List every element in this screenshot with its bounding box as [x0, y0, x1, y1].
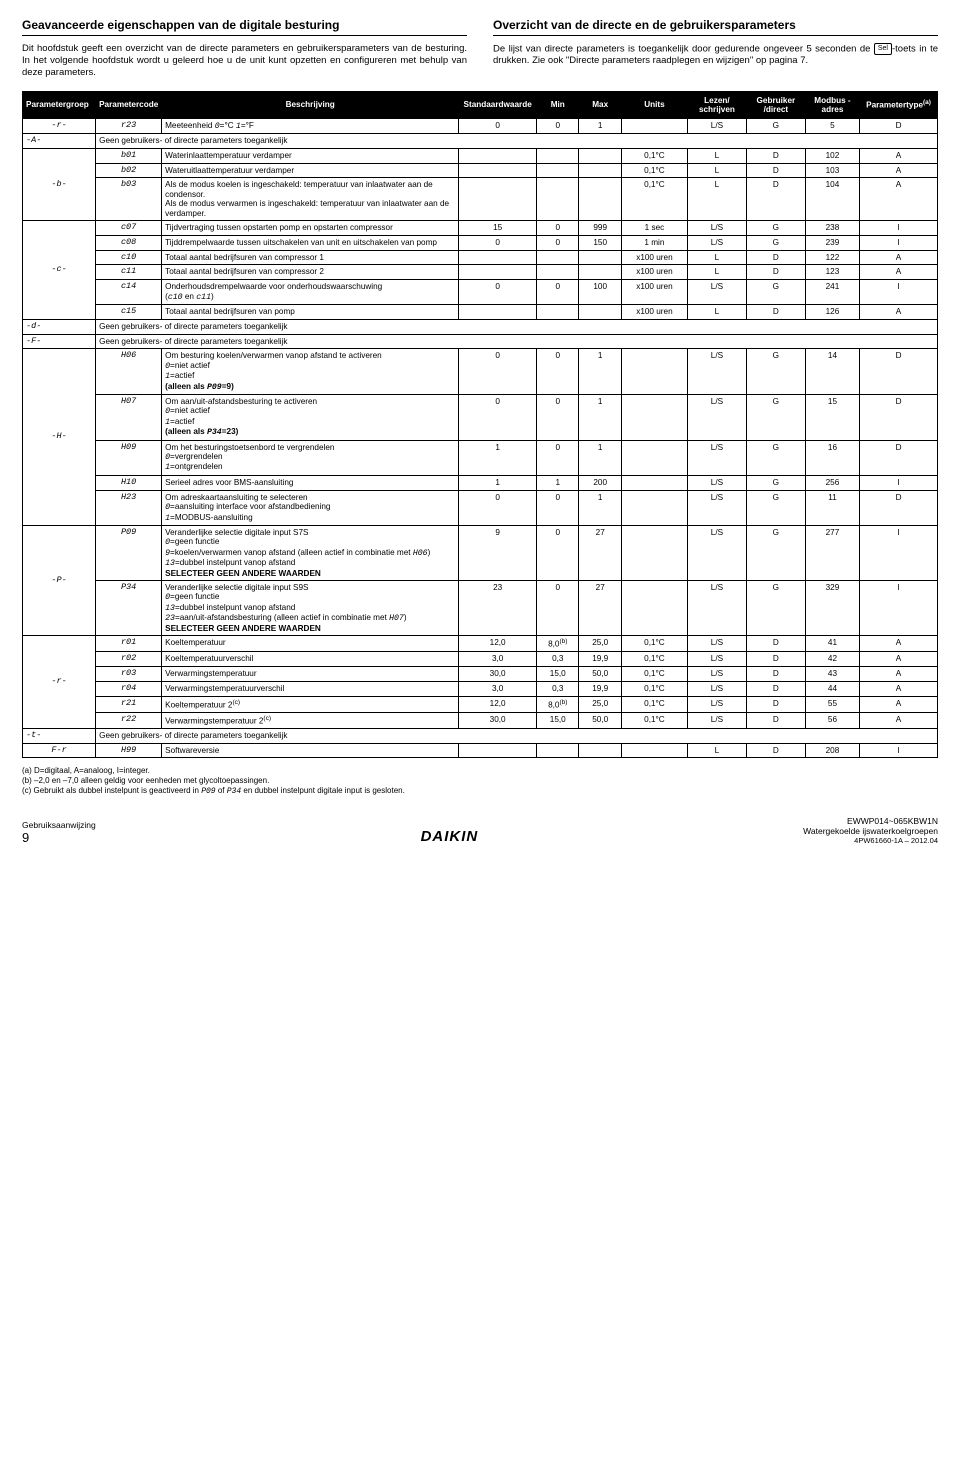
table-row: c14 Onderhoudsdrempelwaarde voor onderho… [23, 280, 938, 305]
table-row: r03 Verwarmingstemperatuur 30,015,050,00… [23, 667, 938, 682]
footnotes: (a) D=digitaal, A=analoog, I=integer. (b… [22, 766, 938, 796]
table-row: H07 Om aan/uit-afstandsbesturing te acti… [23, 394, 938, 440]
table-row: -c- c07 Tijdvertraging tussen opstarten … [23, 221, 938, 236]
intro-right-post: . [806, 55, 809, 66]
th-parametertype: Parametertype(a) [860, 91, 938, 118]
footer-right: EWWP014~065KBW1N Watergekoelde ijswaterk… [803, 816, 938, 845]
footer-model: EWWP014~065KBW1N [803, 816, 938, 826]
intro-columns: Geavanceerde eigenschappen van de digita… [22, 18, 938, 79]
footer-page-number: 9 [22, 830, 96, 845]
intro-left-text: Dit hoofdstuk geeft een overzicht van de… [22, 43, 467, 79]
th-min: Min [537, 91, 579, 118]
table-row: -A- Geen gebruikers- of directe paramete… [23, 134, 938, 149]
table-row: r04 Verwarmingstemperatuurverschil 3,00,… [23, 681, 938, 696]
th-gebruiker-direct: Gebruiker /direct [746, 91, 805, 118]
th-standaardwaarde: Standaardwaarde [459, 91, 537, 118]
table-row: P34 Veranderlijke selectie digitale inpu… [23, 581, 938, 636]
table-row: F-r H99 Softwareversie LD208I [23, 743, 938, 758]
footer-product: Watergekoelde ijswaterkoelgroepen [803, 826, 938, 836]
intro-right-title: Overzicht van de directe en de gebruiker… [493, 18, 938, 36]
page-footer: Gebruiksaanwijzing 9 DAIKIN EWWP014~065K… [22, 816, 938, 845]
table-row: H09 Om het besturingstoetsenbord te verg… [23, 440, 938, 475]
table-row: c15 Totaal aantal bedrijfsuren van pomp … [23, 304, 938, 319]
footer-left: Gebruiksaanwijzing 9 [22, 820, 96, 845]
table-row: -d- Geen gebruikers- of directe paramete… [23, 319, 938, 334]
table-row: -r- r01 Koeltemperatuur 12,08,0(b)25,00,… [23, 636, 938, 652]
table-row: c11 Totaal aantal bedrijfsuren van compr… [23, 265, 938, 280]
table-row: -r- r23 Meeteenheid 0=°C 1=°F 001L/SG5D [23, 118, 938, 133]
table-row: b02 Wateruitlaattemperatuur verdamper 0,… [23, 163, 938, 178]
th-parametercode: Parametercode [96, 91, 162, 118]
table-row: H23 Om adreskaartaansluiting te selecter… [23, 490, 938, 525]
th-modbus-adres: Modbus -adres [805, 91, 859, 118]
table-row: c08 Tijddrempelwaarde tussen uitschakele… [23, 235, 938, 250]
table-row: r02 Koeltemperatuurverschil 3,00,319,90,… [23, 652, 938, 667]
th-max: Max [579, 91, 621, 118]
table-row: -t- Geen gebruikers- of directe paramete… [23, 728, 938, 743]
intro-right-link: "Directe parameters raadplegen en wijzig… [566, 55, 806, 66]
intro-right-pre: De lijst van directe parameters is toega… [493, 44, 874, 55]
th-parametergroep: Parametergroep [23, 91, 96, 118]
footer-left-label: Gebruiksaanwijzing [22, 820, 96, 830]
intro-right-text: De lijst van directe parameters is toega… [493, 43, 938, 67]
table-row: c10 Totaal aantal bedrijfsuren van compr… [23, 250, 938, 265]
table-row: -F- Geen gebruikers- of directe paramete… [23, 334, 938, 349]
parameter-table: Parametergroep Parametercode Beschrijvin… [22, 91, 938, 759]
table-row: b03 Als de modus koelen is ingeschakeld:… [23, 178, 938, 221]
footer-docref: 4PW61660-1A – 2012.04 [803, 836, 938, 845]
footnote-c: (c) Gebruikt als dubbel instelpunt is ge… [22, 786, 938, 797]
table-row: -P- P09 Veranderlijke selectie digitale … [23, 525, 938, 580]
table-row: r22 Verwarmingstemperatuur 2(c) 30,015,0… [23, 712, 938, 728]
intro-right: Overzicht van de directe en de gebruiker… [493, 18, 938, 79]
footnote-b: (b) –2,0 en –7,0 alleen geldig voor eenh… [22, 776, 938, 786]
th-units: Units [621, 91, 687, 118]
sel-key-icon: Sel [874, 43, 892, 55]
table-row: r21 Koeltemperatuur 2(c) 12,08,0(b)25,00… [23, 696, 938, 712]
table-header: Parametergroep Parametercode Beschrijvin… [23, 91, 938, 118]
table-row: H10 Serieel adres voor BMS-aansluiting 1… [23, 475, 938, 490]
footnote-a: (a) D=digitaal, A=analoog, I=integer. [22, 766, 938, 776]
intro-left-title: Geavanceerde eigenschappen van de digita… [22, 18, 467, 36]
intro-left: Geavanceerde eigenschappen van de digita… [22, 18, 467, 79]
table-row: -b- b01 Waterinlaattemperatuur verdamper… [23, 148, 938, 163]
footer-brand: DAIKIN [96, 828, 803, 845]
th-lezen-schrijven: Lezen/ schrijven [687, 91, 746, 118]
th-beschrijving: Beschrijving [162, 91, 459, 118]
table-row: -H- H06 Om besturing koelen/verwarmen va… [23, 349, 938, 395]
